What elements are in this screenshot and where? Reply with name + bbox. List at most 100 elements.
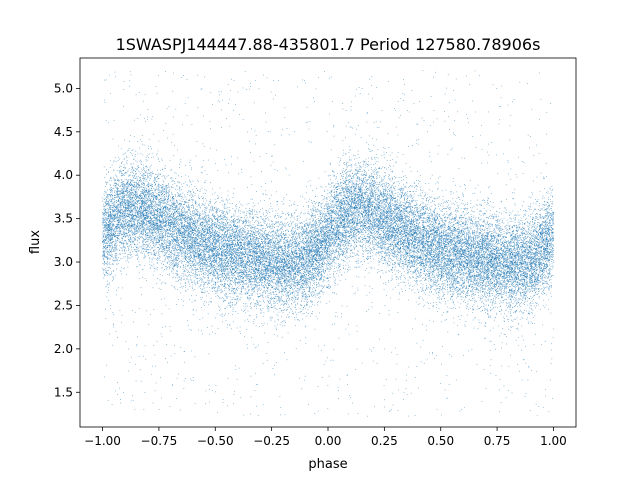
data-point [422,237,424,238]
data-point [173,215,175,217]
data-point [128,149,130,151]
data-point [220,297,222,299]
data-point [276,259,278,261]
data-point [520,279,522,280]
data-point [459,216,460,218]
data-point [135,230,137,231]
data-point [503,236,505,237]
data-point [111,205,113,206]
data-point [185,241,187,242]
data-point [429,319,431,321]
data-point [288,300,290,301]
data-point [314,227,316,229]
data-point [185,246,186,247]
data-point [387,132,389,134]
data-point [260,252,262,254]
data-point [322,199,324,201]
data-point [299,248,301,250]
data-point [475,242,476,244]
data-point [235,205,236,207]
data-point [304,275,305,277]
data-point [167,199,168,200]
data-point [400,219,402,221]
data-point [372,216,374,218]
data-point [155,198,157,200]
data-point [235,234,236,235]
data-point [547,287,549,289]
data-point [221,269,223,271]
data-point [109,214,111,216]
data-point [331,205,333,206]
data-point [386,168,387,170]
data-point [347,374,348,376]
data-point [516,249,518,250]
data-point [178,252,180,254]
data-point [328,230,330,231]
data-point [176,209,178,211]
data-point [310,227,311,229]
data-point [434,236,436,238]
data-point [166,200,168,202]
data-point [198,245,199,246]
data-point [104,209,106,211]
data-point [182,210,184,212]
data-point [407,237,408,239]
data-point [176,217,177,219]
data-point [340,226,342,228]
data-point [390,193,392,195]
data-point [325,227,327,228]
data-point [524,294,525,295]
data-point [489,364,491,366]
data-point [265,244,266,245]
data-point [154,354,156,356]
data-point [124,250,125,252]
data-point [408,247,410,248]
data-point [371,183,372,185]
data-point [499,255,501,257]
data-point [501,234,503,235]
data-point [188,205,190,207]
data-point [347,269,349,270]
data-point [516,230,518,232]
data-point [377,157,379,159]
data-point [481,301,482,303]
data-point [143,244,145,245]
data-point [365,227,366,229]
data-point [433,265,435,267]
data-point [503,245,504,246]
data-point [349,235,351,237]
data-point [524,271,526,273]
data-point [469,307,471,309]
data-point [514,287,516,289]
data-point [451,222,453,223]
data-point [490,266,491,267]
data-point [435,237,437,239]
data-point [545,225,546,227]
data-point [102,222,104,223]
data-point [161,202,162,203]
data-point [132,216,134,218]
data-point [184,219,186,221]
data-point [405,253,407,255]
data-point [134,217,136,219]
data-point [161,196,163,198]
data-point [502,254,503,256]
data-point [163,239,165,241]
data-point [448,239,450,240]
data-point [262,269,263,270]
data-point [171,186,172,187]
data-point [411,289,412,291]
data-point [458,281,460,282]
data-point [326,201,328,202]
data-point [439,286,441,288]
data-point [232,253,233,254]
data-point [474,299,476,301]
data-point [129,210,130,211]
data-point [530,282,532,284]
data-point [262,225,264,227]
data-point [340,222,342,223]
data-point [437,272,439,274]
data-point [352,231,353,232]
data-point [288,254,289,256]
